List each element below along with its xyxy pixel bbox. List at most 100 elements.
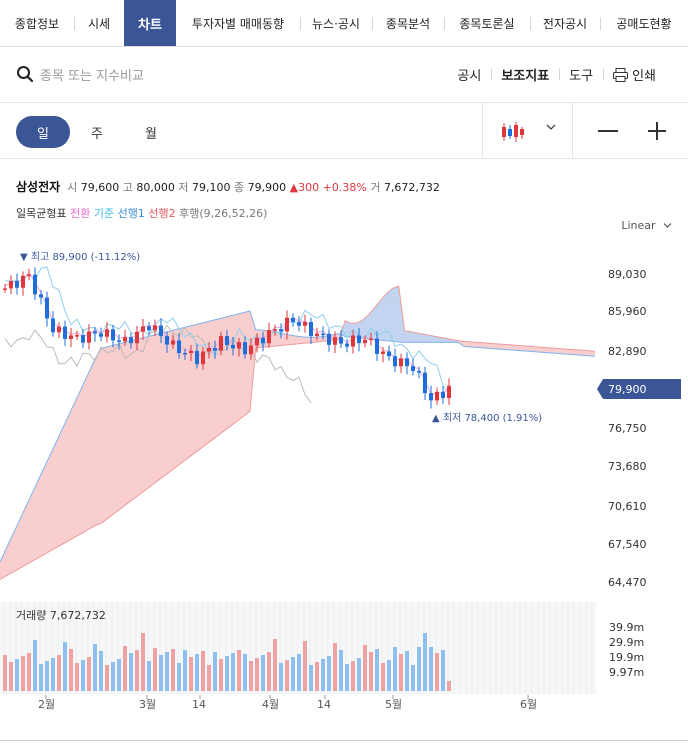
change-value: ▲300 (289, 181, 320, 194)
volume-bar (75, 663, 79, 691)
legend-lagging: 후행(9,26,52,26) (179, 207, 268, 220)
volume-bar (285, 660, 289, 691)
divider (482, 103, 483, 159)
candle-body (213, 347, 217, 351)
volume-bar (207, 665, 211, 691)
candle-body (411, 366, 415, 371)
volume-bar (357, 658, 361, 691)
period-week-button[interactable]: 주 (91, 126, 103, 142)
chart-toolbar: 종목 또는 지수비교 공시 보조지표 도구 인쇄 (0, 47, 688, 103)
candle-body (225, 336, 229, 345)
volume-bar (147, 661, 151, 691)
volume-bar (177, 663, 181, 691)
legend-span2: 선행2 (148, 207, 176, 220)
volume-bar (171, 649, 175, 691)
candle-body (135, 331, 139, 344)
volume-bar (195, 654, 199, 691)
volume-axis-label: 19.9m (609, 651, 644, 664)
tab-3[interactable]: 투자자별 매매동향 (191, 16, 285, 31)
candle-body (189, 350, 193, 354)
candle-body (141, 326, 145, 332)
volume-bar (201, 651, 205, 691)
volume-bar (423, 633, 427, 691)
disclosure-button[interactable]: 공시 (457, 69, 482, 84)
volume-bar (369, 652, 373, 691)
print-button[interactable]: 인쇄 (603, 65, 666, 84)
candle-body (423, 372, 427, 394)
price-axis-label: 67,540 (608, 538, 647, 551)
volume-bar (351, 661, 355, 691)
volume-bar (399, 654, 403, 691)
volume-bar (279, 663, 283, 691)
chevron-down-icon[interactable] (546, 121, 556, 134)
tab-1[interactable]: 시세 (74, 0, 124, 46)
period-day-button[interactable]: 일 (16, 116, 70, 148)
tab-8[interactable]: 공매도현황 (600, 0, 688, 46)
high-value: 80,000 (136, 181, 175, 194)
volume-bar (243, 654, 247, 691)
candle-body (153, 325, 157, 331)
tab-5[interactable]: 종목분석 (372, 0, 444, 46)
volume-bar (27, 653, 31, 691)
volume-bar (381, 663, 385, 691)
search-icon[interactable] (16, 65, 34, 87)
volume-bar (63, 642, 67, 691)
tab-4[interactable]: 뉴스·공시 (300, 0, 372, 46)
divider (0, 740, 688, 741)
candle-body (45, 297, 49, 319)
price-axis-label: 70,610 (608, 500, 647, 513)
x-axis-label: 14 (317, 698, 331, 711)
top-tab-bar: 종합정보 시세 차트 투자자별 매매동향 뉴스·공시 종목분석 종목토론실 전자공시 공매도현황 (0, 0, 688, 47)
zoom-out-button[interactable] (598, 130, 618, 132)
period-month-button[interactable]: 월 (145, 126, 157, 142)
candle-body (363, 339, 367, 344)
tab-2[interactable]: 차트 (124, 0, 176, 46)
current-price-tag (597, 379, 681, 399)
drawing-tool-button[interactable]: 도구 (559, 65, 603, 84)
candle-body (291, 317, 295, 323)
candle-body (267, 330, 271, 344)
volume-bar (363, 645, 367, 691)
search-input[interactable]: 종목 또는 지수비교 (40, 69, 144, 84)
tab-7[interactable]: 전자공시 (530, 0, 600, 46)
volume-axis-label: 39.9m (609, 621, 644, 634)
stock-chart[interactable]: 거래량 7,672,732 39.9m 29.9m 19.9m 9.97m ▼ 최고 8… (0, 240, 688, 740)
volume-bar (141, 633, 145, 691)
volume-bar (291, 657, 295, 691)
candle-body (111, 329, 115, 341)
volume-bar (327, 656, 331, 691)
candle-body (75, 335, 79, 337)
volume-bar (345, 664, 349, 691)
volume-bar (51, 658, 55, 691)
volume-bar (339, 650, 343, 691)
volume-bar (129, 653, 133, 691)
indicator-button[interactable]: 보조지표 (491, 65, 559, 84)
printer-icon (613, 67, 629, 82)
candle-body (69, 335, 73, 339)
tab-0[interactable]: 종합정보 (14, 16, 60, 31)
low-annotation: ▲ 최저 78,400 (1.91%) (432, 412, 542, 424)
candle-body (357, 335, 361, 344)
volume-bars: 거래량 7,672,732 39.9m 29.9m 19.9m 9.97m (3, 609, 644, 691)
price-axis-label: 85,960 (608, 305, 647, 318)
span2-line (0, 285, 596, 580)
candle-body (93, 331, 97, 334)
volume-bar (297, 654, 301, 691)
volume-bar (153, 648, 157, 691)
candle-body (33, 274, 37, 295)
candle-body (375, 338, 379, 354)
volume-bar (183, 650, 187, 691)
tab-6[interactable]: 종목토론실 (444, 0, 530, 46)
current-price-label: 79,900 (608, 383, 647, 396)
volume-bar (447, 681, 451, 691)
volume-bar (105, 665, 109, 691)
candle-body (315, 333, 319, 336)
volume-bar (411, 665, 415, 691)
volume-bar (219, 659, 223, 691)
candle-body (87, 331, 91, 343)
scale-selector[interactable]: Linear (621, 219, 672, 232)
high-label: 고 (122, 181, 133, 194)
candle-body (333, 337, 337, 345)
volume-bar (135, 650, 139, 691)
candlestick-type-icon[interactable] (500, 121, 526, 147)
